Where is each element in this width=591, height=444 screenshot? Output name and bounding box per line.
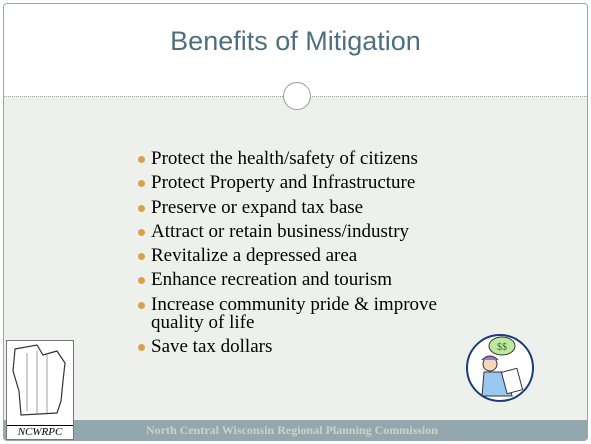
bullet-item: Enhance recreation and tourism (138, 270, 458, 289)
footer-text: North Central Wisconsin Regional Plannin… (146, 423, 438, 437)
slide-title: Benefits of Mitigation (170, 26, 421, 56)
bullet-list: Protect the health/safety of citizens Pro… (138, 149, 458, 362)
logo: NCWRPC (6, 340, 74, 440)
bullet-item: Revitalize a depressed area (138, 246, 458, 265)
bullet-item: Preserve or expand tax base (138, 198, 458, 217)
bullet-item: Protect Property and Infrastructure (138, 173, 458, 192)
bullet-item: Attract or retain business/industry (138, 222, 458, 241)
footer-bar (4, 420, 587, 440)
logo-map (12, 344, 66, 416)
bullet-item: Protect the health/safety of citizens (138, 149, 458, 168)
clipart: $$ (466, 334, 534, 402)
svg-text:$$: $$ (497, 342, 507, 353)
bullet-item: Save tax dollars (138, 337, 458, 356)
title-area (4, 4, 587, 96)
slide-frame: Benefits of Mitigation Protect the healt… (3, 3, 588, 441)
divider-circle (283, 82, 311, 110)
bullet-item: Increase community pride & improve quali… (138, 295, 458, 332)
logo-text: NCWRPC (7, 425, 73, 438)
